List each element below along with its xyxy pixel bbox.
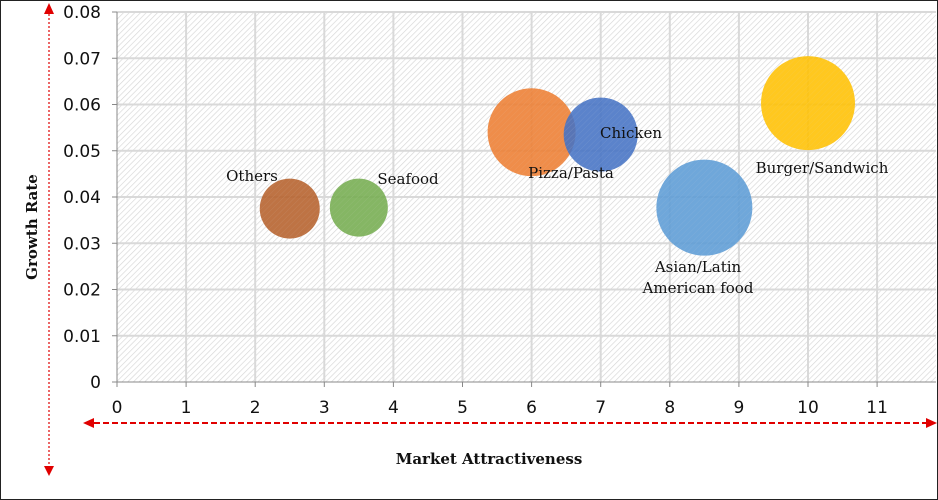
- x-tick-label: 2: [250, 398, 261, 418]
- y-axis-title: Growth Rate: [23, 174, 41, 280]
- x-tick-label: 5: [457, 398, 468, 418]
- axis-arrows: [44, 3, 937, 476]
- x-tick-label: 0: [112, 398, 123, 418]
- bubble-label: Burger/Sandwich: [756, 159, 889, 177]
- x-tick-label: 4: [388, 398, 399, 418]
- x-tick-label: 8: [664, 398, 675, 418]
- bubble-label: American food: [642, 279, 754, 297]
- bubble-label: Pizza/Pasta: [528, 164, 614, 182]
- y-tick-label: 0: [90, 373, 101, 393]
- x-tick-label: 3: [319, 398, 330, 418]
- bubble-label: Seafood: [377, 170, 439, 188]
- x-tick-label: 10: [797, 398, 819, 418]
- x-tick-label: 7: [595, 398, 606, 418]
- y-tick-label: 0.02: [63, 281, 101, 301]
- y-tick-label: 0.08: [63, 3, 101, 23]
- bubble-label: Chicken: [600, 124, 662, 142]
- y-tick-label: 0.03: [63, 234, 101, 254]
- bubble-label: Others: [226, 167, 278, 185]
- y-tick-label: 0.05: [63, 142, 101, 162]
- x-axis-title: Market Attractiveness: [396, 450, 583, 468]
- y-tick-label: 0.06: [63, 96, 101, 116]
- y-tick-label: 0.07: [63, 49, 101, 69]
- axes: 0 0.01 0.02 0.03 0.04 0.05 0.06 0.07 0.08 0 1 2 3 4 5 6…: [63, 3, 936, 418]
- bubble-labels: Others Seafood Pizza/Pasta Chicken Asian/Lat…: [226, 124, 889, 297]
- x-tick-label: 9: [733, 398, 744, 418]
- bubble-label: Asian/Latin: [654, 258, 742, 276]
- x-tick-label: 11: [866, 398, 888, 418]
- y-tick-label: 0.04: [63, 188, 101, 208]
- x-tick-label: 1: [181, 398, 192, 418]
- x-tick-label: 6: [526, 398, 537, 418]
- y-tick-label: 0.01: [63, 327, 101, 347]
- bubbles: [259, 56, 855, 256]
